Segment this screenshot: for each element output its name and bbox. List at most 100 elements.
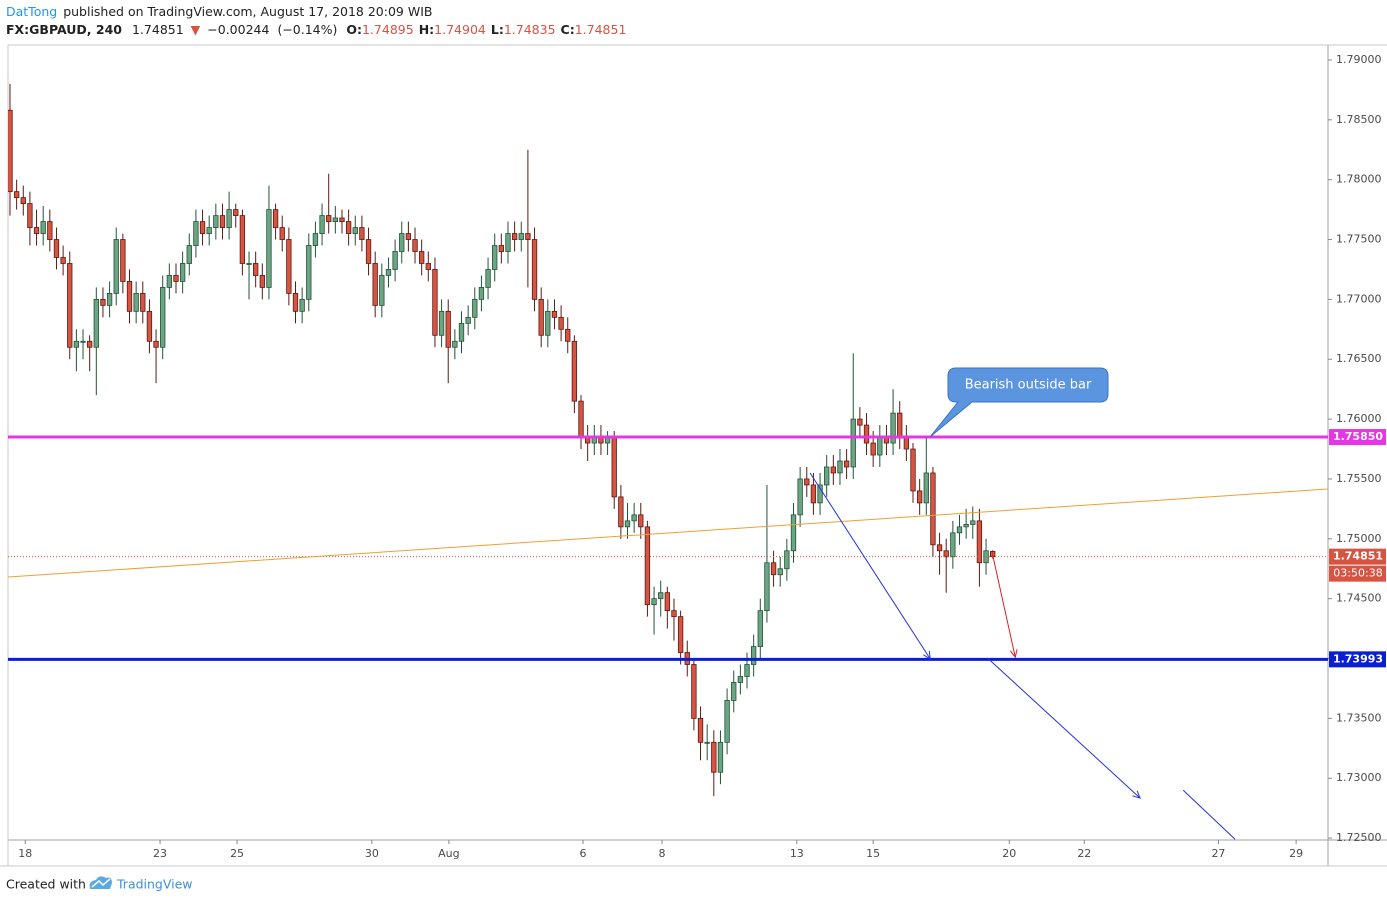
candle-body (458, 322, 465, 342)
candle-body (770, 562, 777, 576)
candle-body (797, 478, 803, 516)
candle-body (266, 209, 272, 288)
y-tick-label: 1.74500 (1336, 592, 1382, 605)
x-tick-label: 15 (866, 847, 880, 860)
candle-body (53, 239, 60, 258)
candle-body (365, 239, 372, 264)
y-tick-label: 1.73000 (1336, 771, 1382, 784)
candle-body (492, 245, 498, 270)
candle-body (757, 610, 763, 647)
level-label-box (1329, 651, 1386, 668)
level-label-box (1329, 429, 1386, 446)
arrow-head (1132, 790, 1141, 799)
y-tick-label: 1.76500 (1336, 352, 1382, 365)
candle-body (279, 227, 285, 240)
level-label: 1.73993 (1333, 652, 1383, 665)
candle-body (651, 598, 657, 606)
ohlc-value: 1.74895 (362, 22, 414, 37)
candle-body (970, 520, 976, 525)
candle-body (20, 197, 26, 205)
candle-body (750, 646, 757, 665)
candle-body (306, 245, 312, 300)
ohlc: O:1.74895 H:1.74904 L:1.74835 C:1.74851 (346, 22, 626, 37)
candle-body (160, 287, 166, 348)
published: published on TradingView.com, August 17,… (63, 4, 432, 19)
candle-body (724, 700, 730, 743)
candle-body (166, 275, 173, 288)
x-tick-label: 8 (659, 847, 666, 860)
x-tick-label: 22 (1077, 847, 1091, 860)
candle-body (60, 257, 66, 264)
candle-body (425, 263, 431, 270)
y-tick-label: 1.77500 (1336, 233, 1382, 246)
candle-body (87, 340, 93, 348)
footer-brand[interactable]: TradingView (116, 877, 193, 892)
x-tick-label: 29 (1289, 847, 1303, 860)
ohlc-value: 1.74835 (504, 22, 556, 37)
x-tick-label: 18 (18, 847, 32, 860)
candle-body (817, 484, 823, 504)
ohlc-name: C: (561, 22, 575, 37)
y-tick-label: 1.75000 (1336, 532, 1382, 545)
candle-body (644, 526, 651, 606)
plot-area (8, 83, 1328, 840)
level-label: 1.75850 (1333, 430, 1383, 443)
trend-line (987, 658, 1141, 799)
candle-body (677, 616, 684, 653)
candle-body (126, 281, 133, 312)
change: −0.00244 (207, 22, 269, 37)
candle-body (916, 490, 923, 504)
candle-body (631, 514, 637, 522)
candle-body (13, 191, 20, 199)
candle-body (399, 233, 405, 252)
candle-body (963, 524, 969, 528)
candle-body (538, 298, 544, 336)
candle-body (717, 741, 724, 773)
candle-body (445, 310, 451, 348)
candle-body (405, 233, 412, 240)
candle-body (903, 436, 910, 450)
candle-body (877, 436, 883, 456)
arrow-head (1009, 649, 1018, 659)
candle-body (40, 221, 46, 234)
callout-text: Bearish outside bar (965, 378, 1092, 393)
candle-body (910, 448, 916, 492)
candle-body (332, 217, 339, 222)
candle-body (664, 592, 670, 612)
x-tick-label: 6 (580, 847, 587, 860)
ohlc-name: O: (346, 22, 362, 37)
quote-line: FX:GBPAUD, 240 1.74851 ▼ −0.00244 (−0.14… (6, 22, 626, 37)
author[interactable]: DatTong (6, 4, 57, 19)
candle-body (100, 298, 106, 306)
candle-body (897, 412, 903, 438)
candle-body (956, 526, 963, 534)
candle-body (292, 293, 299, 312)
candle-body (737, 676, 744, 683)
direction: ▼ (191, 22, 201, 37)
x-tick-label: 20 (1002, 847, 1016, 860)
ohlc-value: 1.74851 (575, 22, 627, 37)
last-price-label: 1.74851 (1333, 550, 1383, 563)
candle-body (153, 340, 159, 348)
y-tick-label: 1.72500 (1336, 831, 1382, 844)
candle-body (930, 472, 936, 546)
candle-body (498, 245, 504, 252)
candle-body (379, 275, 385, 306)
candle-body (432, 269, 438, 336)
candle-body (106, 293, 113, 306)
candle-body (711, 741, 717, 773)
candle-body (658, 592, 664, 600)
candle-body (784, 550, 790, 570)
candle-body (140, 293, 146, 312)
candle-body (704, 741, 710, 744)
y-tick-label: 1.77000 (1336, 292, 1382, 305)
candle-body (452, 340, 458, 348)
candle-body (697, 717, 704, 743)
candle-body (67, 263, 73, 348)
candle-body (837, 460, 843, 474)
candle-body (810, 484, 817, 504)
candle-body (299, 298, 305, 312)
candle-body (438, 310, 445, 336)
candle-body (253, 263, 259, 276)
